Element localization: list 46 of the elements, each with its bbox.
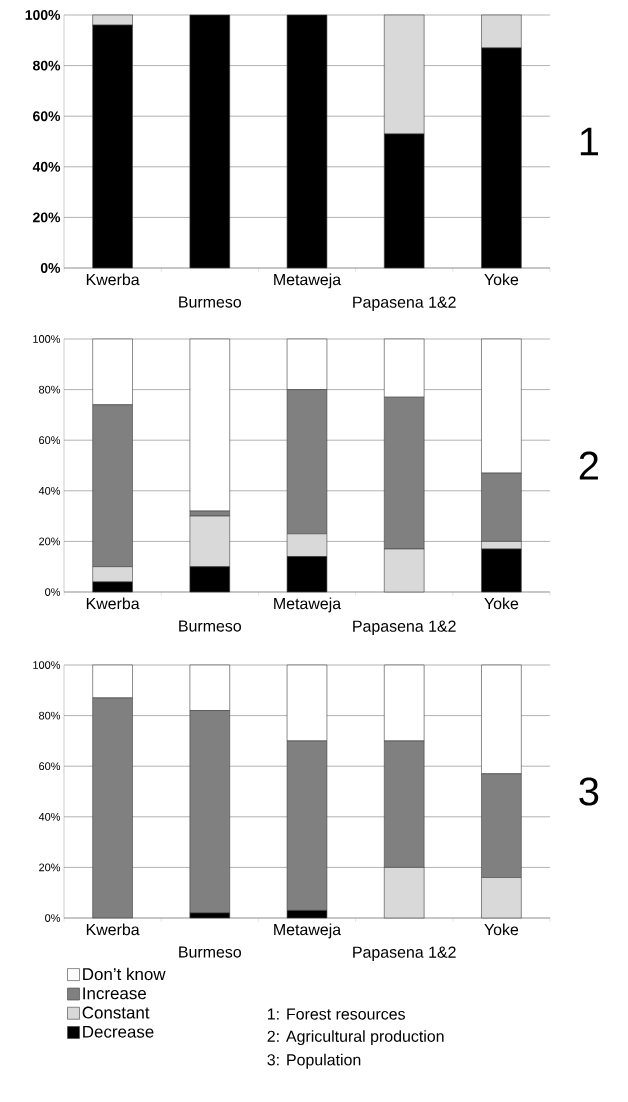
y-tick-label: 20% [33,212,61,223]
text: 1: Forest resources [268,1008,405,1020]
x-tick-label: Burmeso [179,620,242,632]
y-tick-label: 80% [39,385,61,394]
x-tick-label: Kwerba [86,597,140,610]
x-tick-label: Kwerba [86,923,140,936]
y-tick-label: 40% [38,812,61,821]
legend-label: Decrease [83,1025,154,1038]
bar [189,14,231,269]
y-tick-label: 40% [38,486,61,495]
y-tick-label: 20% [39,537,61,546]
y-tick-label: 60% [39,436,61,445]
bar [286,14,328,269]
x-tick-label: Papasena 1&2 [353,946,456,961]
x-tick-label: Burmeso [179,296,242,308]
y-tick-label: 60% [33,111,61,122]
x-tick-label: Yoke [484,597,519,610]
x-tick-label: Yoke [484,923,519,936]
y-tick-label: 60% [39,762,61,771]
x-tick-label: Kwerba [86,273,140,286]
x-tick-label: Metaweja [274,273,342,289]
legend-label: Constant [82,1006,150,1019]
bar [189,338,231,512]
text: 1 [580,127,599,156]
x-tick-label: Papasena 1&2 [353,296,456,311]
y-tick-label: 100% [33,335,61,343]
y-tick-label: 20% [39,863,61,872]
y-tick-label: 0% [45,914,61,922]
text: 3 [579,777,599,806]
y-tick-label: 0% [40,263,61,273]
x-tick-label: Metaweja [274,597,342,613]
y-tick-label: 80% [33,60,61,71]
y-tick-label: 80% [39,711,61,720]
legend-label: Increase [83,987,146,1000]
y-tick-label: 40% [32,161,61,172]
text: 3: Population [267,1053,361,1069]
legend-label: Don’t know [83,967,166,981]
x-tick-label: Burmeso [179,946,242,958]
y-tick-label: 100% [33,661,61,669]
text: 2 [579,451,598,480]
x-tick-label: Yoke [484,273,519,286]
y-tick-label: 0% [45,588,61,596]
x-tick-label: Papasena 1&2 [353,620,456,635]
x-tick-label: Metaweja [274,923,342,939]
y-tick-label: 100% [25,10,61,20]
text: 2: Agricultural production [267,1030,444,1046]
